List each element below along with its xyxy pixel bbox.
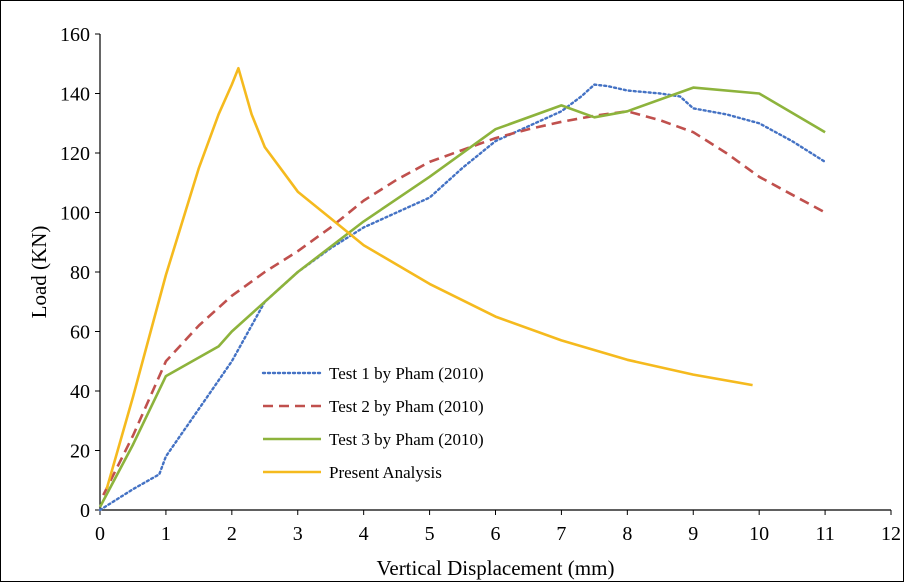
series-group bbox=[98, 66, 827, 512]
x-tick-label: 9 bbox=[688, 523, 698, 545]
x-tick-group: 0 1 2 3 4 5 6 7 8 9 10 11 12 bbox=[95, 510, 901, 545]
series-line-3 bbox=[98, 86, 826, 508]
y-tick-group: 0 20 40 60 80 100 120 140 160 bbox=[60, 24, 100, 522]
x-tick-label: 12 bbox=[881, 523, 901, 545]
y-tick-label: 80 bbox=[70, 262, 90, 284]
x-tick-label: 3 bbox=[293, 523, 303, 545]
x-tick-label: 1 bbox=[161, 523, 171, 545]
y-tick-label: 0 bbox=[80, 500, 90, 522]
y-tick-label: 20 bbox=[70, 441, 90, 463]
x-tick-label: 4 bbox=[359, 523, 369, 545]
x-tick-label: 5 bbox=[425, 523, 435, 545]
y-tick-label: 160 bbox=[60, 24, 90, 46]
legend-label-2: Test 2 by Pham (2010) bbox=[329, 397, 484, 416]
legend-label-4: Present Analysis bbox=[329, 463, 442, 482]
x-tick-label: 2 bbox=[227, 523, 237, 545]
x-tick-label: 10 bbox=[749, 523, 769, 545]
y-axis-title: Load (KN) bbox=[27, 226, 51, 319]
legend: Test 1 by Pham (2010) Test 2 by Pham (201… bbox=[261, 364, 484, 482]
x-tick-label: 6 bbox=[491, 523, 501, 545]
axes bbox=[99, 34, 891, 511]
y-tick-label: 60 bbox=[70, 322, 90, 344]
legend-label-1: Test 1 by Pham (2010) bbox=[329, 364, 484, 383]
series-line-2 bbox=[102, 110, 826, 496]
series-line-1 bbox=[98, 83, 827, 512]
x-axis-title: Vertical Displacement (mm) bbox=[377, 556, 615, 580]
y-tick-label: 140 bbox=[60, 84, 90, 106]
legend-label-3: Test 3 by Pham (2010) bbox=[329, 430, 484, 449]
y-tick-label: 40 bbox=[70, 381, 90, 403]
y-tick-label: 100 bbox=[60, 203, 90, 225]
y-tick-label: 120 bbox=[60, 143, 90, 165]
series-line-4 bbox=[105, 66, 753, 490]
x-tick-label: 0 bbox=[95, 523, 105, 545]
x-tick-label: 7 bbox=[556, 523, 566, 545]
x-tick-label: 11 bbox=[815, 523, 834, 545]
x-tick-label: 8 bbox=[622, 523, 632, 545]
